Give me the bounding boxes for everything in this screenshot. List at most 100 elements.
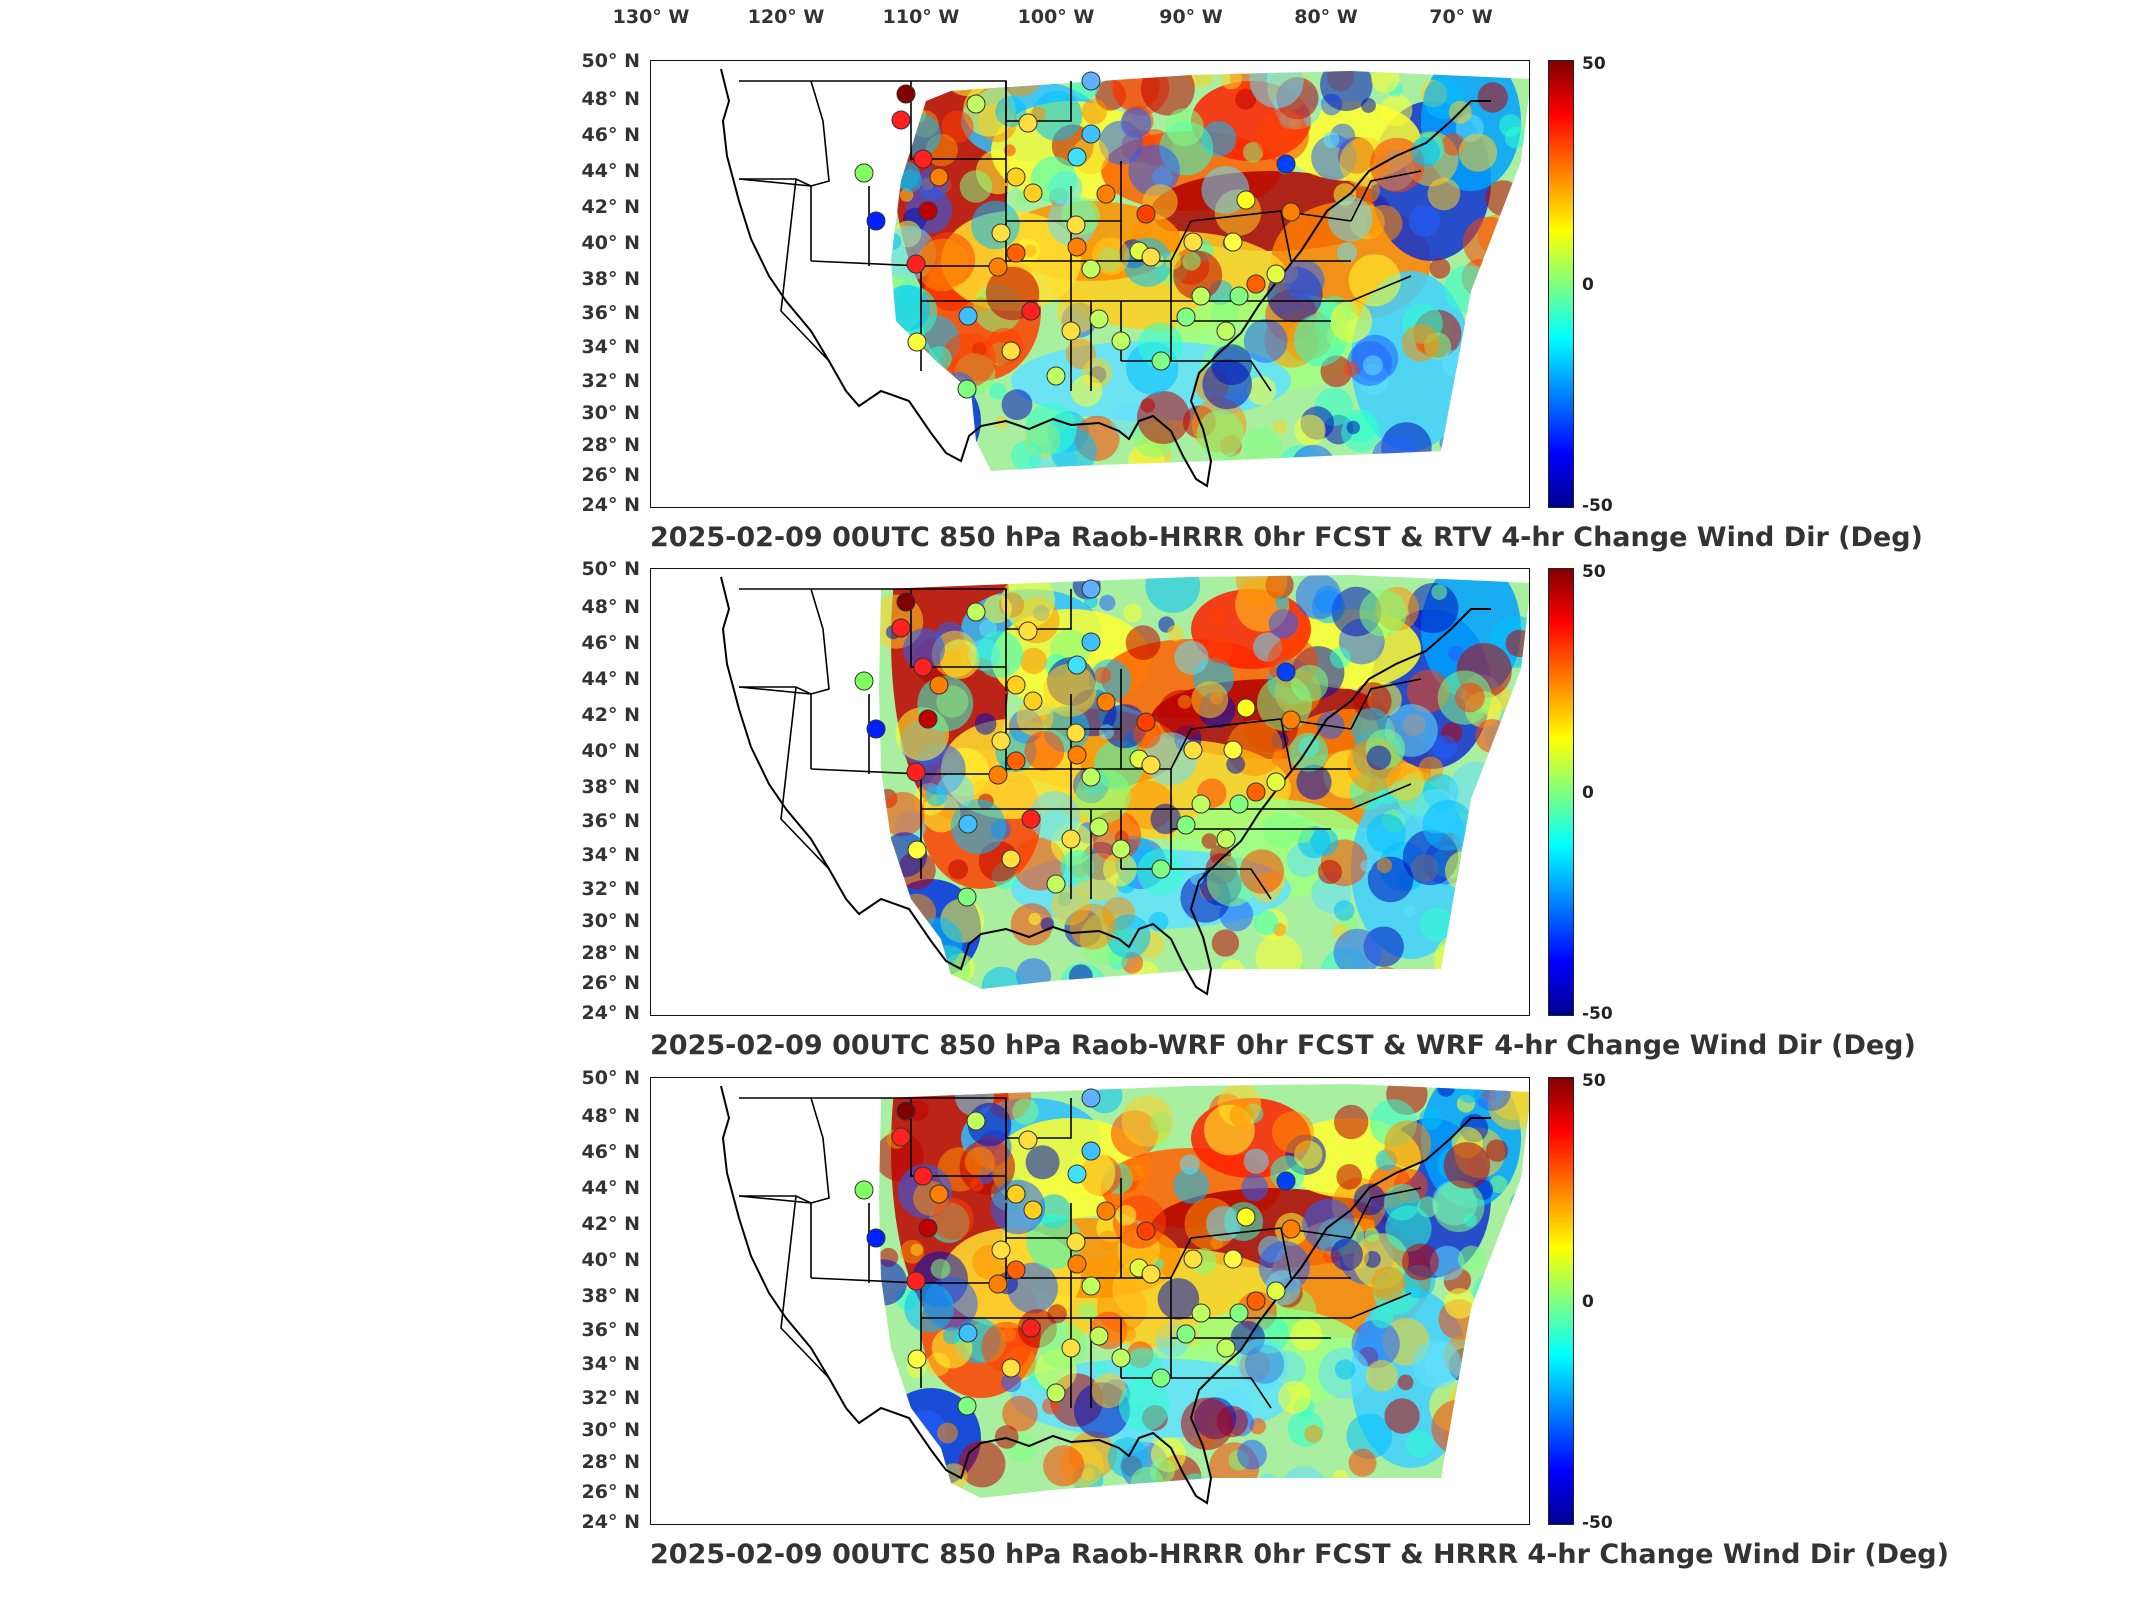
lat-label: 34° N	[581, 336, 640, 358]
raob-station-marker	[1191, 1303, 1211, 1323]
raob-station-marker	[1066, 723, 1086, 743]
lat-label: 50° N	[581, 558, 640, 580]
lat-label: 50° N	[581, 1067, 640, 1089]
raob-station-marker	[1006, 1184, 1026, 1204]
panel-title: 2025-02-09 00UTC 850 hPa Raob-HRRR 0hr F…	[650, 1539, 1949, 1570]
raob-station-marker	[1081, 767, 1101, 787]
raob-station-marker	[1223, 740, 1243, 760]
raob-station-marker	[1176, 307, 1196, 327]
raob-station-marker	[1136, 1221, 1156, 1241]
raob-station-marker	[1151, 351, 1171, 371]
raob-station-marker	[918, 201, 938, 221]
raob-station-marker	[966, 602, 986, 622]
lat-label: 24° N	[581, 1511, 640, 1533]
panel-title: 2025-02-09 00UTC 850 hPa Raob-WRF 0hr FC…	[650, 1030, 1916, 1061]
raob-station-marker	[906, 1271, 926, 1291]
state-boundary	[1280, 718, 1351, 770]
raob-station-marker	[891, 618, 911, 638]
state-boundary	[1071, 783, 1412, 810]
state-boundary	[1005, 1098, 1072, 1139]
raob-station-marker	[854, 163, 874, 183]
lat-label: 48° N	[581, 88, 640, 110]
raob-station-marker	[1081, 579, 1101, 599]
raob-station-marker	[1021, 1318, 1041, 1338]
raob-station-marker	[854, 1180, 874, 1200]
raob-station-marker	[1081, 124, 1101, 144]
raob-station-marker	[1266, 264, 1286, 284]
raob-station-marker	[1276, 662, 1296, 682]
raob-station-marker	[891, 110, 911, 130]
colorbar-tick-max: 50	[1582, 1071, 1606, 1091]
state-boundary	[780, 178, 830, 362]
lon-label-120w: 120° W	[747, 6, 825, 28]
raob-station-marker	[1021, 301, 1041, 321]
raob-station-marker	[1229, 1303, 1249, 1323]
state-boundary	[910, 1098, 1006, 1177]
raob-station-marker	[1151, 1368, 1171, 1388]
country-outline	[720, 1085, 1491, 1505]
raob-station-marker	[988, 257, 1008, 277]
raob-station-marker	[1021, 809, 1041, 829]
map-frame	[650, 568, 1530, 1016]
raob-station-marker	[866, 719, 886, 739]
raob-station-marker	[1081, 1141, 1101, 1161]
raob-station-marker	[906, 762, 926, 782]
raob-station-marker	[1061, 1338, 1081, 1358]
lat-label: 30° N	[581, 910, 640, 932]
state-boundary	[1005, 589, 1072, 630]
state-boundary	[780, 686, 830, 870]
lat-label: 50° N	[581, 50, 640, 72]
state-boundary	[910, 81, 1006, 160]
raob-station-marker	[1191, 286, 1211, 306]
raob-station-marker	[907, 1349, 927, 1369]
raob-station-marker	[1067, 1164, 1087, 1184]
raob-station-marker	[1067, 237, 1087, 257]
state-boundary	[739, 178, 812, 261]
raob-station-marker	[1006, 1260, 1026, 1280]
raob-station-marker	[1276, 1171, 1296, 1191]
raob-station-marker	[1266, 772, 1286, 792]
state-boundary	[1005, 81, 1072, 122]
state-boundary	[1350, 170, 1422, 222]
raob-station-marker	[1018, 113, 1038, 133]
raob-station-marker	[1006, 751, 1026, 771]
raob-station-marker	[1141, 755, 1161, 775]
lat-label: 32° N	[581, 370, 640, 392]
lat-label: 42° N	[581, 704, 640, 726]
raob-station-marker	[1061, 321, 1081, 341]
lat-label: 36° N	[581, 810, 640, 832]
raob-station-marker	[1229, 286, 1249, 306]
lon-label-100w: 100° W	[1017, 6, 1095, 28]
colorbar-tick-min: -50	[1582, 496, 1613, 516]
state-boundary	[1280, 1227, 1351, 1279]
raob-station-marker	[1081, 1088, 1101, 1108]
state-boundary	[738, 1097, 830, 1204]
raob-station-marker	[1111, 331, 1131, 351]
raob-station-marker	[1067, 745, 1087, 765]
raob-station-marker	[1089, 309, 1109, 329]
raob-station-marker	[866, 1228, 886, 1248]
colorbar	[1548, 60, 1574, 508]
raob-station-marker	[1141, 1264, 1161, 1284]
raob-station-marker	[1089, 1326, 1109, 1346]
raob-station-marker	[958, 1323, 978, 1343]
lat-label: 26° N	[581, 972, 640, 994]
lat-label: 44° N	[581, 1177, 640, 1199]
state-boundary	[738, 588, 830, 695]
lat-label: 44° N	[581, 160, 640, 182]
lon-label-80w: 80° W	[1294, 6, 1358, 28]
colorbar-tick-mid: 0	[1582, 783, 1594, 803]
map-panel-2: 50° N 48° N 46° N 44° N 42° N 40° N 38° N 36° N…	[582, 558, 1916, 1061]
lat-label: 42° N	[581, 1213, 640, 1235]
state-boundary	[739, 1195, 812, 1278]
state-boundary	[738, 80, 830, 187]
raob-station-marker	[1067, 1254, 1087, 1274]
wind-direction-map	[720, 575, 1529, 996]
raob-station-marker	[929, 675, 949, 695]
raob-station-marker	[1081, 632, 1101, 652]
raob-station-marker	[1081, 259, 1101, 279]
raob-station-marker	[1006, 167, 1026, 187]
raob-station-marker	[1223, 1249, 1243, 1269]
lat-label: 40° N	[581, 740, 640, 762]
raob-station-marker	[1023, 183, 1043, 203]
